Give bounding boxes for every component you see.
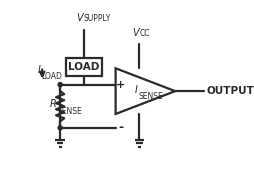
Text: -: - xyxy=(118,121,123,134)
Text: V: V xyxy=(132,28,138,38)
Bar xyxy=(66,58,101,76)
Text: V: V xyxy=(76,13,83,23)
Text: R: R xyxy=(50,99,57,109)
Text: SENSE: SENSE xyxy=(138,92,162,101)
Text: SUPPLY: SUPPLY xyxy=(84,14,111,23)
Text: OUTPUT: OUTPUT xyxy=(205,86,253,96)
Text: I: I xyxy=(38,65,40,75)
Text: CC: CC xyxy=(139,29,149,38)
Text: I: I xyxy=(134,84,137,94)
Circle shape xyxy=(58,83,62,87)
Text: SENSE: SENSE xyxy=(57,107,82,116)
Polygon shape xyxy=(115,68,174,114)
Text: +: + xyxy=(115,80,125,90)
Text: LOAD: LOAD xyxy=(41,72,62,81)
Circle shape xyxy=(58,126,62,130)
Text: LOAD: LOAD xyxy=(68,62,99,73)
